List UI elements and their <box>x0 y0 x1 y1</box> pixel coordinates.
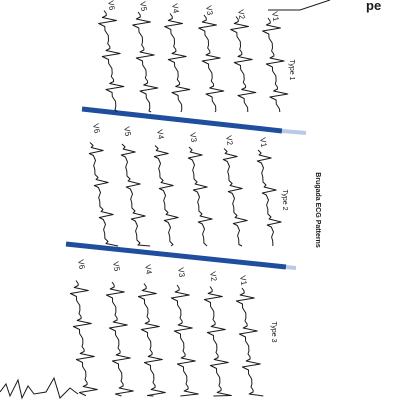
lead-label: V3 <box>188 132 199 144</box>
ecg-trace-panel-3-lead-4 <box>137 283 166 397</box>
lead-label: V6 <box>91 123 102 135</box>
lead-label: V2 <box>236 9 247 21</box>
ecg-trace-panel-1-lead-4 <box>164 13 191 113</box>
lead-label: V2 <box>208 271 219 283</box>
ecg-trace-panel-3-lead-5 <box>105 281 134 397</box>
lead-label: V4 <box>143 264 154 276</box>
ecg-trace-panel-2-lead-1 <box>256 149 282 247</box>
lead-label: V3 <box>204 5 215 17</box>
panel-separator-2 <box>65 241 297 270</box>
panel-separator-1 <box>81 106 307 135</box>
panel-3-lead-labels: V1 V2 V3 V4 V5 V6 <box>76 259 249 287</box>
lead-label: V5 <box>122 126 133 138</box>
ecg-trace-panel-2-lead-3 <box>187 146 213 247</box>
lead-label: V4 <box>155 129 166 141</box>
panel-label-type-3: Type 3 <box>270 321 277 342</box>
ecg-trace-panel-1-lead-2 <box>230 16 257 113</box>
ecg-trace-panel-1-lead-6 <box>98 10 125 113</box>
lead-label: V6 <box>76 259 87 271</box>
ecg-trace-panel-3-lead-3 <box>170 284 199 397</box>
ecg-trace-panel-3-lead-6 <box>69 280 98 397</box>
ecg-traces <box>69 10 289 397</box>
lead-label: V5 <box>111 261 122 273</box>
ecg-trace-panel-3-lead-2 <box>203 286 232 397</box>
ecg-trace-panel-2-lead-2 <box>222 148 248 247</box>
diagram-title: Brugada ECG Patterns <box>314 172 321 248</box>
lead-label: V1 <box>270 11 281 23</box>
ecg-trace-panel-1-lead-1 <box>262 17 289 113</box>
ecg-trace-panel-1-lead-5 <box>132 11 159 113</box>
cropped-trace-fragment <box>0 376 79 400</box>
lead-label: V5 <box>138 1 149 13</box>
panel-1-lead-labels: V1 V2 V3 V4 V5 V6 <box>106 0 281 23</box>
lead-label: V2 <box>224 135 235 147</box>
lead-label: V3 <box>176 267 187 279</box>
panel-2-lead-labels: V1 V2 V3 V4 V5 V6 <box>91 123 269 149</box>
ecg-trace-panel-2-lead-6 <box>88 142 119 247</box>
ecg-trace-panel-3-lead-1 <box>235 287 264 397</box>
lead-label: V6 <box>106 0 117 12</box>
lead-label: V1 <box>258 137 269 149</box>
ecg-trace-panel-1-lead-3 <box>198 14 225 113</box>
ecg-trace-panel-2-lead-4 <box>153 145 179 247</box>
page-border-fragment <box>268 0 331 11</box>
page-heading-fragment: pe <box>366 0 381 13</box>
ecg-trace-panel-2-lead-5 <box>120 143 151 247</box>
panel-label-type-1: Type 1 <box>288 59 295 80</box>
lead-label: V4 <box>170 3 181 15</box>
panel-label-type-2: Type 2 <box>281 189 288 210</box>
lead-label: V1 <box>238 275 249 287</box>
